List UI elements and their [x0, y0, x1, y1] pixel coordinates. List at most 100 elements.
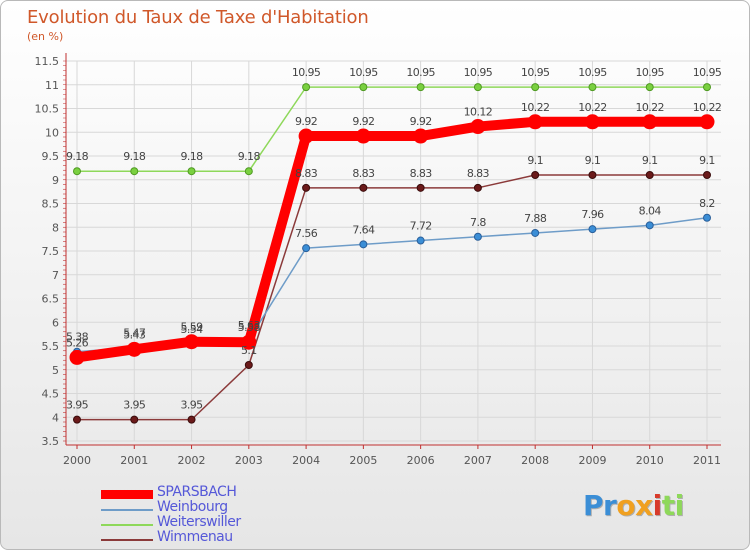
legend-swatch-weinbourg	[101, 509, 153, 511]
data-point-sparsbach	[642, 114, 658, 130]
x-tick-label: 2006	[407, 454, 435, 467]
data-point-weinbourg	[359, 240, 368, 249]
data-label-sparsbach: 10.22	[521, 101, 550, 114]
data-label-wimmenau: 8.83	[410, 167, 433, 180]
data-point-wimmenau	[473, 183, 482, 192]
x-tick-label: 2000	[63, 454, 91, 467]
data-label-weiterswiller: 10.95	[292, 66, 321, 79]
data-label-sparsbach: 10.12	[464, 106, 493, 119]
data-label-sparsbach: 9.92	[352, 115, 374, 128]
logo-letter: P	[583, 489, 604, 522]
data-point-sparsbach	[584, 114, 600, 130]
data-point-weiterswiller	[187, 167, 196, 176]
data-label-weinbourg: 8.2	[699, 197, 715, 210]
data-label-weiterswiller: 10.95	[578, 66, 607, 79]
y-tick-label: 11	[45, 79, 59, 92]
data-label-sparsbach: 9.92	[295, 115, 317, 128]
data-point-weinbourg	[302, 244, 311, 253]
y-tick-label: 8.5	[42, 198, 60, 211]
data-label-wimmenau: 3.95	[123, 399, 146, 412]
y-tick-label: 10.5	[35, 103, 60, 116]
data-point-weiterswiller	[473, 83, 482, 92]
data-point-weinbourg	[531, 228, 540, 237]
data-label-weinbourg: 5.38	[66, 331, 89, 344]
y-tick-label: 4	[52, 411, 59, 424]
data-point-weiterswiller	[244, 167, 253, 176]
series-line-wimmenau	[76, 174, 708, 421]
y-tick-label: 3.5	[42, 435, 60, 448]
data-point-sparsbach	[241, 334, 257, 350]
data-point-sparsbach	[699, 114, 715, 130]
data-label-weinbourg: 7.96	[581, 208, 604, 221]
data-label-weiterswiller: 9.18	[123, 150, 146, 163]
data-label-wimmenau: 8.83	[352, 167, 375, 180]
data-label-weiterswiller: 10.95	[693, 66, 722, 79]
x-tick-label: 2007	[464, 454, 492, 467]
x-tick-label: 2011	[693, 454, 721, 467]
data-label-weinbourg: 5.63	[238, 319, 261, 332]
data-point-weiterswiller	[703, 83, 711, 92]
data-point-weiterswiller	[588, 83, 597, 92]
data-label-weiterswiller: 9.18	[238, 150, 261, 163]
data-label-weinbourg: 7.64	[352, 223, 375, 236]
data-label-sparsbach: 9.92	[410, 115, 432, 128]
data-label-sparsbach: 5.58	[238, 321, 261, 334]
chart-title: Evolution du Taux de Taxe d'Habitation	[27, 7, 369, 28]
data-point-wimmenau	[703, 171, 711, 179]
legend-label: Weinbourg	[157, 499, 228, 515]
data-label-weiterswiller: 10.95	[406, 66, 435, 79]
x-tick-label: 2003	[235, 454, 263, 467]
legend-swatch-wimmenau	[101, 539, 153, 541]
x-tick-label: 2010	[636, 454, 664, 467]
data-label-wimmenau: 8.83	[467, 167, 490, 180]
data-point-wimmenau	[416, 183, 425, 192]
data-label-weiterswiller: 10.95	[349, 66, 378, 79]
logo-letter: t	[661, 489, 675, 522]
y-tick-label: 5.5	[42, 340, 60, 353]
data-label-weiterswiller: 10.95	[464, 66, 493, 79]
data-label-sparsbach: 10.22	[693, 101, 722, 114]
logo-letter: x	[635, 489, 653, 522]
data-point-wimmenau	[187, 415, 196, 424]
y-tick-label: 7	[52, 269, 59, 282]
series-line-weiterswiller	[76, 86, 708, 172]
data-label-wimmenau: 9.1	[642, 154, 658, 167]
series-line-weinbourg	[76, 217, 708, 353]
logo-letter: o	[616, 489, 636, 522]
logo-letter: i	[674, 489, 685, 522]
logo-letter: r	[603, 489, 617, 522]
data-point-sparsbach	[470, 119, 486, 135]
data-label-weinbourg: 7.72	[410, 220, 432, 233]
y-tick-label: 10	[45, 126, 59, 139]
data-point-wimmenau	[359, 183, 368, 192]
data-point-sparsbach	[527, 114, 543, 130]
data-label-weiterswiller: 10.95	[635, 66, 664, 79]
chart-subtitle: (en %)	[27, 30, 64, 43]
y-tick-label: 5	[52, 364, 59, 377]
data-point-weinbourg	[473, 232, 482, 241]
data-point-sparsbach	[355, 128, 371, 144]
data-point-weinbourg	[416, 236, 425, 245]
data-point-sparsbach	[126, 341, 142, 357]
data-label-wimmenau: 3.95	[180, 399, 203, 412]
data-label-sparsbach: 5.43	[123, 328, 146, 341]
legend-swatch-weiterswiller	[101, 524, 153, 526]
data-point-weinbourg	[645, 221, 654, 230]
data-label-sparsbach: 5.59	[180, 321, 203, 334]
data-point-wimmenau	[531, 171, 540, 179]
data-label-wimmenau: 9.1	[699, 154, 715, 167]
data-point-wimmenau	[302, 183, 311, 192]
data-label-sparsbach: 10.22	[578, 101, 607, 114]
data-point-weiterswiller	[130, 167, 139, 176]
data-point-sparsbach	[69, 349, 85, 365]
data-label-weinbourg: 7.56	[295, 227, 318, 240]
data-label-weinbourg: 8.04	[639, 204, 662, 217]
data-label-wimmenau: 9.1	[527, 154, 543, 167]
data-point-weinbourg	[703, 213, 711, 222]
legend-label: Weiterswiller	[157, 514, 241, 530]
data-label-wimmenau: 5.1	[241, 344, 257, 357]
data-point-sparsbach	[184, 334, 200, 350]
y-tick-label: 6	[52, 316, 59, 329]
data-point-wimmenau	[130, 415, 139, 424]
